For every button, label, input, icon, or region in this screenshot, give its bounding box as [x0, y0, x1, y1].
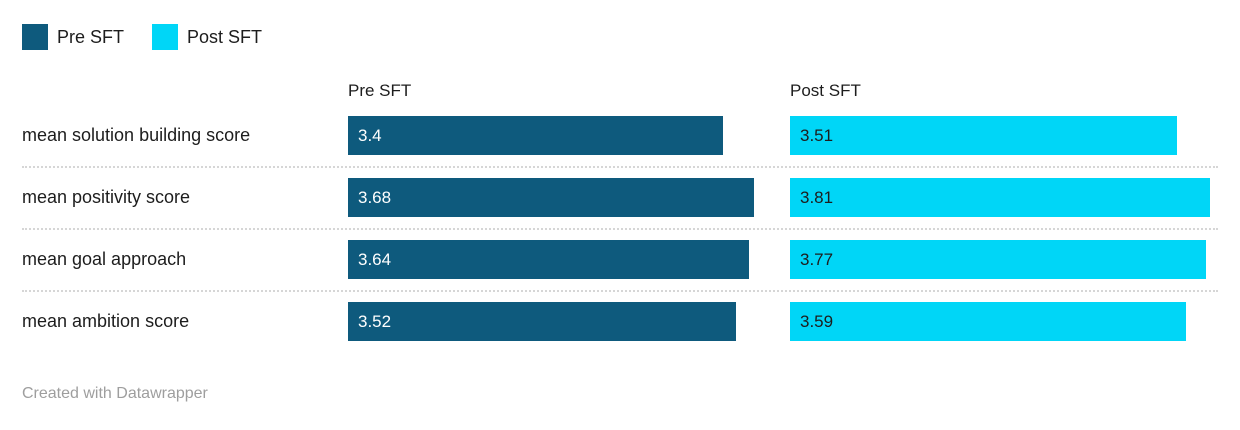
row-label: mean solution building score — [22, 125, 251, 145]
pre-sft-bar: 3.68 — [348, 178, 754, 217]
row-label: mean ambition score — [22, 311, 190, 331]
legend-label: Post SFT — [187, 27, 263, 47]
bar-value-label: 3.64 — [358, 249, 392, 269]
row-label: mean goal approach — [22, 249, 187, 269]
bar-value-label: 3.51 — [800, 125, 834, 145]
legend-item-pre-sft: Pre SFT — [22, 24, 124, 50]
column-header-pre-sft: Pre SFT — [348, 81, 412, 100]
bar-value-label: 3.68 — [358, 187, 392, 207]
post-sft-bar: 3.51 — [790, 116, 1177, 155]
attribution-text: Created with Datawrapper — [22, 385, 208, 402]
bar-value-label: 3.77 — [800, 249, 834, 269]
legend-item-post-sft: Post SFT — [152, 24, 262, 50]
legend-swatch-pre — [22, 24, 48, 50]
bar-value-label: 3.59 — [800, 311, 834, 331]
column-header-post-sft: Post SFT — [790, 81, 861, 100]
row-separator — [22, 166, 1218, 168]
legend-label: Pre SFT — [57, 27, 125, 47]
post-sft-bar: 3.59 — [790, 302, 1186, 341]
post-sft-bar: 3.77 — [790, 240, 1206, 279]
pre-sft-bar: 3.64 — [348, 240, 749, 279]
bar-value-label: 3.52 — [358, 311, 392, 331]
row-separator — [22, 290, 1218, 292]
bar-value-label: 3.81 — [800, 187, 834, 207]
pre-sft-bar: 3.52 — [348, 302, 736, 341]
bar-value-label: 3.4 — [358, 125, 382, 145]
legend: Pre SFT Post SFT — [22, 24, 262, 50]
legend-swatch-post — [152, 24, 179, 50]
row-label: mean positivity score — [22, 187, 191, 207]
row-separator — [22, 228, 1218, 230]
post-sft-bar: 3.81 — [790, 178, 1210, 217]
pre-sft-bar: 3.4 — [348, 116, 723, 155]
